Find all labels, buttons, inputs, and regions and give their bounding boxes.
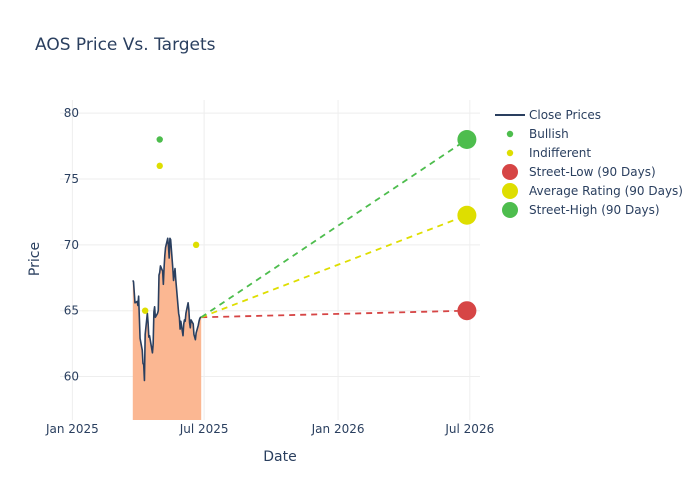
street-high-line xyxy=(200,138,468,319)
x-axis-ticks: Jan 2025 Jul 2025 Jan 2026 Jul 2026 xyxy=(45,422,494,436)
y-axis-ticks: 60 65 70 75 80 xyxy=(64,106,79,383)
street-low-line xyxy=(201,309,467,319)
legend-swatch-marker xyxy=(502,183,518,199)
y-tick-label: 60 xyxy=(64,370,79,384)
legend-label: Close Prices xyxy=(529,108,601,122)
y-tick-label: 65 xyxy=(64,304,79,318)
legend-label: Average Rating (90 Days) xyxy=(529,184,683,198)
street-high-marker xyxy=(457,130,477,150)
average-rating-marker xyxy=(457,205,477,225)
legend-label: Street-Low (90 Days) xyxy=(529,165,656,179)
indifferent-point xyxy=(192,241,200,249)
x-tick-label: Jan 2026 xyxy=(311,422,365,436)
legend-label: Indifferent xyxy=(529,146,591,160)
x-tick-label: Jul 2025 xyxy=(179,422,229,436)
y-tick-label: 75 xyxy=(64,172,79,186)
target-lines xyxy=(200,138,468,319)
indifferent-point xyxy=(156,162,163,170)
grid-lines xyxy=(60,100,480,420)
legend: Close Prices Bullish Indifferent Street-Low… xyxy=(495,108,683,218)
legend-swatch-dot xyxy=(506,130,514,138)
legend-label: Bullish xyxy=(529,127,569,141)
x-tick-label: Jul 2026 xyxy=(444,422,494,436)
indifferent-point xyxy=(141,307,149,314)
close-price-line xyxy=(132,237,202,382)
street-low-marker xyxy=(457,301,477,321)
bullish-point xyxy=(156,136,163,143)
x-axis-label: Date xyxy=(263,449,296,465)
legend-swatch-dot xyxy=(506,149,514,157)
y-tick-label: 80 xyxy=(64,106,79,120)
close-price-series xyxy=(132,237,202,382)
average-rating-line xyxy=(200,214,468,319)
rating-points xyxy=(141,130,477,321)
legend-swatch-marker xyxy=(502,164,518,180)
close-price-area xyxy=(132,238,202,420)
legend-swatch-marker xyxy=(502,202,518,218)
chart-title: AOS Price Vs. Targets xyxy=(35,35,216,55)
y-axis-label: Price xyxy=(27,242,43,276)
legend-label: Street-High (90 Days) xyxy=(529,203,660,217)
x-tick-label: Jan 2025 xyxy=(45,422,99,436)
close-area-fill xyxy=(132,238,202,420)
y-tick-label: 70 xyxy=(64,238,79,252)
